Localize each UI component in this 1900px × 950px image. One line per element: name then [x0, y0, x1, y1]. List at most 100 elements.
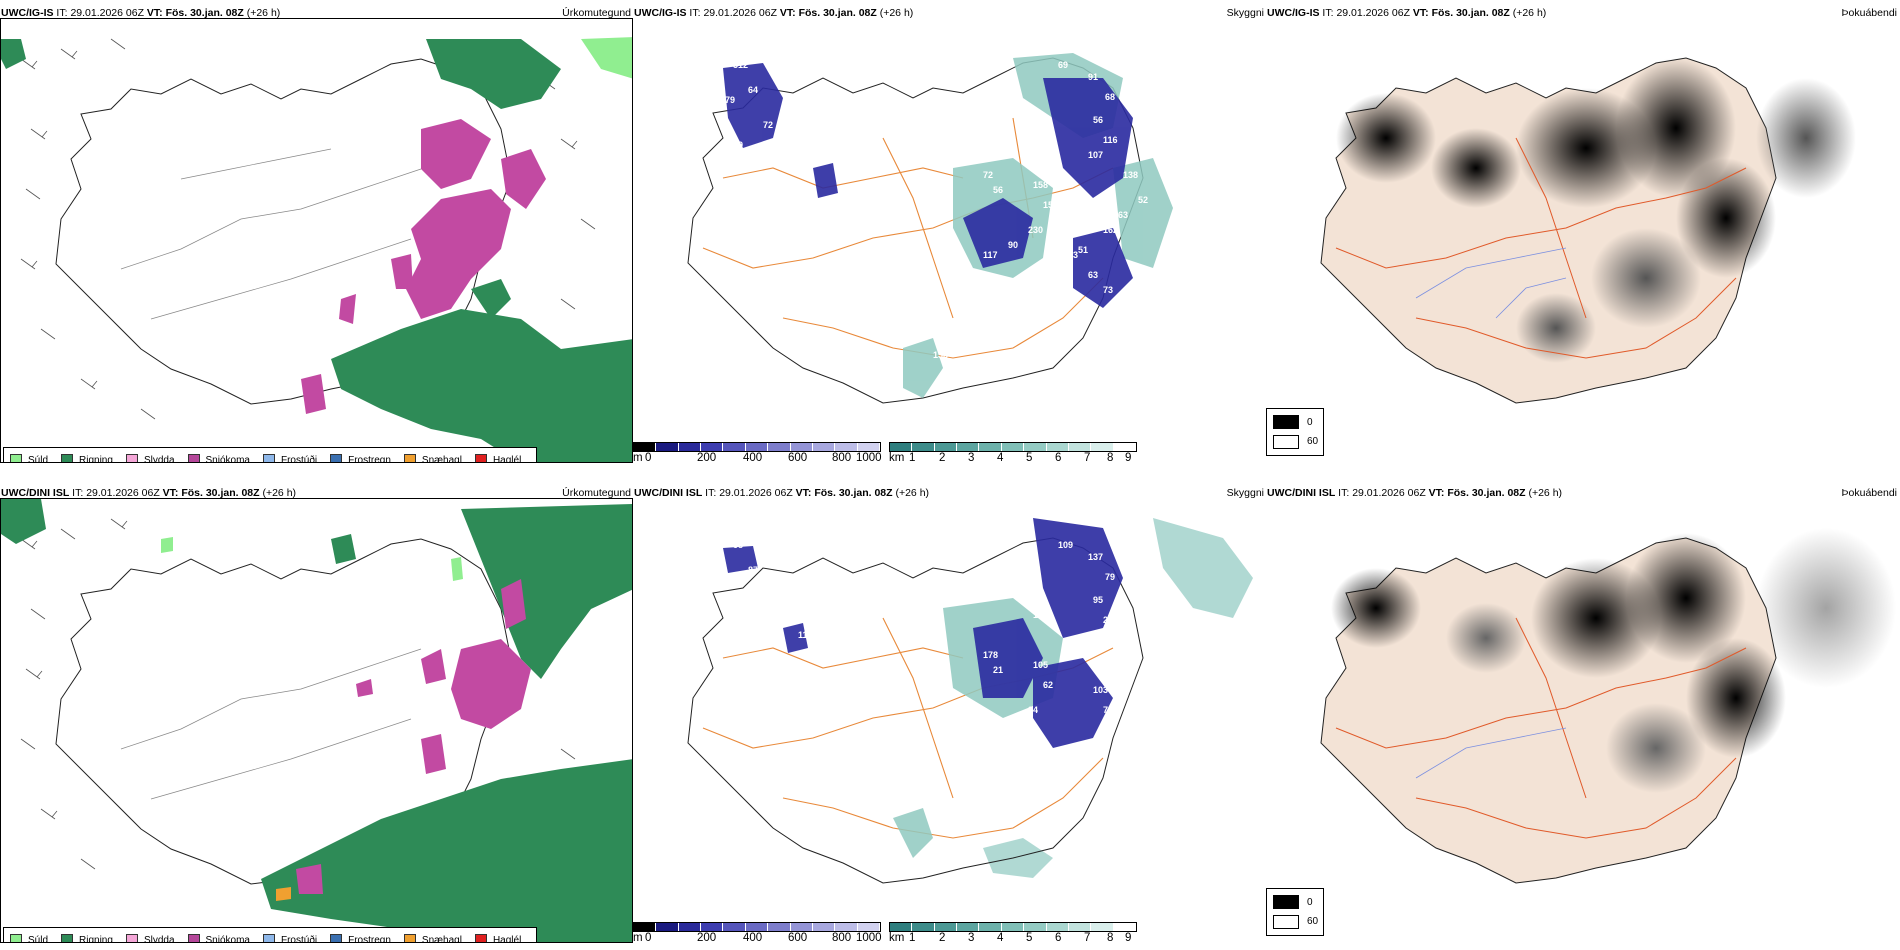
legend-item: Frostúði [259, 934, 317, 942]
colorbar-segment [890, 443, 913, 451]
sleet-hail-areas [276, 887, 291, 901]
legend-swatch [330, 454, 343, 462]
legend-swatch [330, 934, 343, 942]
panel-title: Úrkomutegund [562, 487, 631, 499]
ceiling-value-label: 58 [733, 540, 743, 550]
colorbar-segment [835, 923, 858, 931]
roads [702, 117, 1114, 359]
ceiling-value-label: 90 [1008, 240, 1018, 250]
visibility-panel-row1: UWC/IG-IS IT: 29.01.2026 06Z VT: Fös. 30… [633, 0, 1266, 465]
panel-header: UWC/DINI ISL IT: 29.01.2026 06Z VT: Fös.… [1, 487, 631, 499]
colorbar-segment [857, 443, 880, 451]
ceiling-value-label: 172 [773, 700, 788, 710]
ceiling-value-label: 162 [1103, 225, 1118, 235]
roads [1335, 617, 1747, 839]
ceiling-value-label: 158 [1033, 180, 1048, 190]
colorbar-segment [934, 923, 958, 931]
colorbar-segment [1024, 443, 1047, 451]
ceiling-value-label: 84 [1028, 705, 1038, 715]
ceiling-value-label: 248 [1088, 630, 1103, 640]
ceiling-value-label: 103 [1093, 685, 1108, 695]
visibility-colorbar [889, 922, 1137, 932]
legend-item: Slydda [122, 934, 175, 942]
ceiling-value-label: 21 [993, 665, 1003, 675]
roads [1335, 137, 1747, 359]
snow-areas [301, 119, 546, 414]
colorbar-segment [1113, 923, 1136, 931]
roads [120, 148, 422, 320]
legend-swatch [187, 454, 200, 462]
ceiling-value-label: 89 [728, 620, 738, 630]
ceiling-value-label: 78 [1103, 705, 1113, 715]
legend-item: Snjókoma [184, 454, 250, 462]
colorbar-segment [656, 923, 679, 931]
ceiling-value-label: 113 [798, 630, 813, 640]
colorbar-segment [1068, 443, 1092, 451]
panel-header: UWC/DINI ISL IT: 29.01.2026 06Z VT: Fös.… [634, 487, 1264, 499]
ceiling-areas [723, 518, 1123, 748]
colorbar-segment [957, 923, 980, 931]
colorbar-segment [701, 923, 724, 931]
ceiling-value-label: 178 [983, 650, 998, 660]
panel-title: Þokuábendi [1841, 487, 1897, 499]
legend-item: Snæhagl [400, 454, 462, 462]
ceiling-value-label: 137 [1088, 552, 1103, 562]
ceiling-value-label: 166 [1043, 300, 1058, 310]
ceiling-value-label: 62 [1043, 680, 1053, 690]
rivers [1415, 247, 1567, 319]
ceiling-value-label: 58 [773, 220, 783, 230]
legend-item: Haglél [471, 934, 521, 942]
ceiling-value-label: 105 [1033, 660, 1048, 670]
legend-swatch-white [1273, 435, 1299, 449]
colorbar-segment [723, 443, 746, 451]
ceiling-value-label: 133 [933, 350, 948, 360]
drizzle-areas [581, 37, 632, 79]
ceiling-value-label: 126 [938, 380, 953, 390]
fog-areas [1331, 533, 1786, 793]
ceiling-value-label: 69 [1058, 60, 1068, 70]
colorbar-segment [678, 923, 702, 931]
ceiling-value-label: 153 [1043, 200, 1058, 210]
roads [120, 648, 422, 800]
colorbar-segment [1113, 443, 1136, 451]
ceiling-value-label: 100 [1043, 265, 1058, 275]
ceiling-value-label: 109 [1058, 540, 1073, 550]
ceiling-value-label: 51 [1078, 245, 1088, 255]
ceiling-value-label: 291 [1103, 615, 1118, 625]
colorbar-segment [745, 443, 769, 451]
ceiling-value-label: 13 [1138, 675, 1148, 685]
wind-barbs [20, 518, 596, 870]
ceiling-value-label: 79 [725, 95, 735, 105]
ceiling-value-label: 64 [748, 85, 758, 95]
precip-panel-row2: UWC/DINI ISL IT: 29.01.2026 06Z VT: Fös.… [0, 480, 633, 945]
legend-swatch [403, 454, 416, 462]
colorbar-segment [745, 923, 769, 931]
ceiling-value-label: 56 [1093, 115, 1103, 125]
legend-item: Haglél [471, 454, 521, 462]
legend-item: Snæhagl [400, 934, 462, 942]
legend-swatch [61, 454, 74, 462]
visibility-map: 312 64 79 72 129 82 86 67 58 69 91 68 56 380 116 107 72 5… [633, 18, 1266, 463]
precip-legend: Súld Rigning Slydda Snjókoma Frostúði Fr… [3, 447, 538, 462]
panel-title: Þokuábendi [1841, 7, 1897, 19]
colorbar-segment [835, 443, 858, 451]
colorbar-segment [1001, 923, 1025, 931]
colorbar-segment [656, 443, 679, 451]
legend-swatch [61, 934, 74, 942]
iceland-coastline [55, 538, 512, 885]
colorbar-segment [1046, 443, 1069, 451]
ceiling-value-label: 91 [1088, 72, 1098, 82]
colorbar-segment [979, 923, 1002, 931]
visibility-map: 58 87 91 62 89 88 211 113 172 109 137 79 95 194 291 248… [633, 498, 1266, 943]
ceiling-value-label: 154 [1093, 205, 1108, 215]
colorbar-segment [678, 443, 702, 451]
cloud-map: 0 60 [1266, 498, 1899, 943]
colorbar-segment [768, 923, 791, 931]
drizzle-areas [161, 537, 463, 581]
colorbar-segment [634, 923, 657, 931]
wind-barbs [20, 38, 596, 420]
ceiling-colorbar [633, 922, 881, 932]
ceiling-value-label: 103 [1063, 250, 1078, 260]
